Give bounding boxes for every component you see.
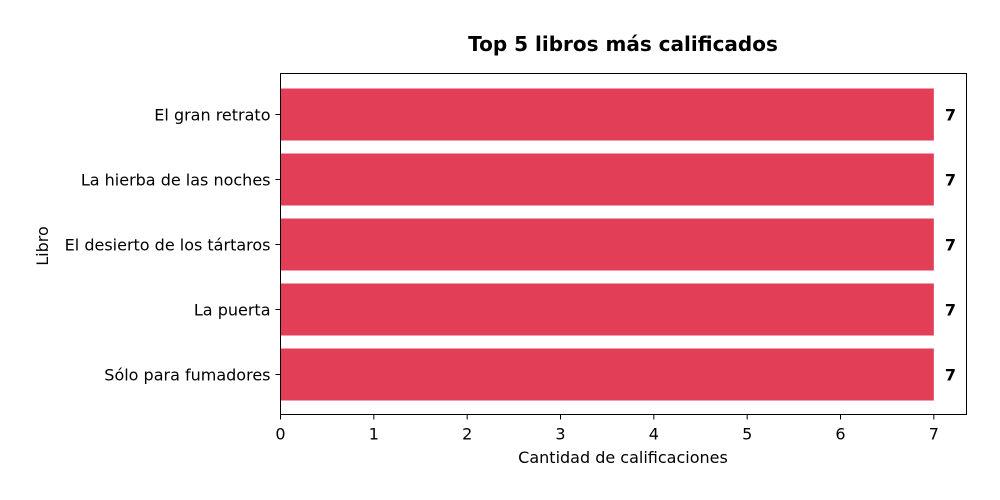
y-tick-label: La puerta xyxy=(194,301,271,320)
x-tick-label: 6 xyxy=(835,425,845,444)
x-axis-label: Cantidad de calificaciones xyxy=(518,448,728,467)
bar xyxy=(280,283,934,336)
x-tick-label: 4 xyxy=(649,425,659,444)
data-labels: 7 7 7 7 7 xyxy=(945,106,956,385)
data-label: 7 xyxy=(945,366,956,385)
y-tick-label: El desierto de los tártaros xyxy=(65,236,271,255)
bar xyxy=(280,348,934,401)
data-label: 7 xyxy=(945,301,956,320)
y-tick-label: Sólo para fumadores xyxy=(104,366,270,385)
x-tick-label: 3 xyxy=(555,425,565,444)
plot-frame xyxy=(280,73,967,415)
y-tick-label: La hierba de las noches xyxy=(81,171,271,190)
x-tick-label: 2 xyxy=(462,425,472,444)
x-tick-label: 0 xyxy=(275,425,285,444)
bar xyxy=(280,88,934,141)
x-tick-label: 1 xyxy=(369,425,379,444)
bars-group xyxy=(280,88,934,401)
chart-title: Top 5 libros más calificados xyxy=(468,32,778,56)
data-label: 7 xyxy=(945,171,956,190)
data-label: 7 xyxy=(945,106,956,125)
x-tick-label: 5 xyxy=(742,425,752,444)
y-axis-label: Libro xyxy=(33,226,52,266)
bar xyxy=(280,153,934,206)
y-tick-label: El gran retrato xyxy=(154,106,270,125)
y-tick-labels: El gran retrato La hierba de las noches El… xyxy=(65,106,281,385)
bar xyxy=(280,218,934,271)
x-ticks: 0 1 2 3 4 5 6 7 xyxy=(275,414,939,444)
x-tick-label: 7 xyxy=(929,425,939,444)
data-label: 7 xyxy=(945,236,956,255)
